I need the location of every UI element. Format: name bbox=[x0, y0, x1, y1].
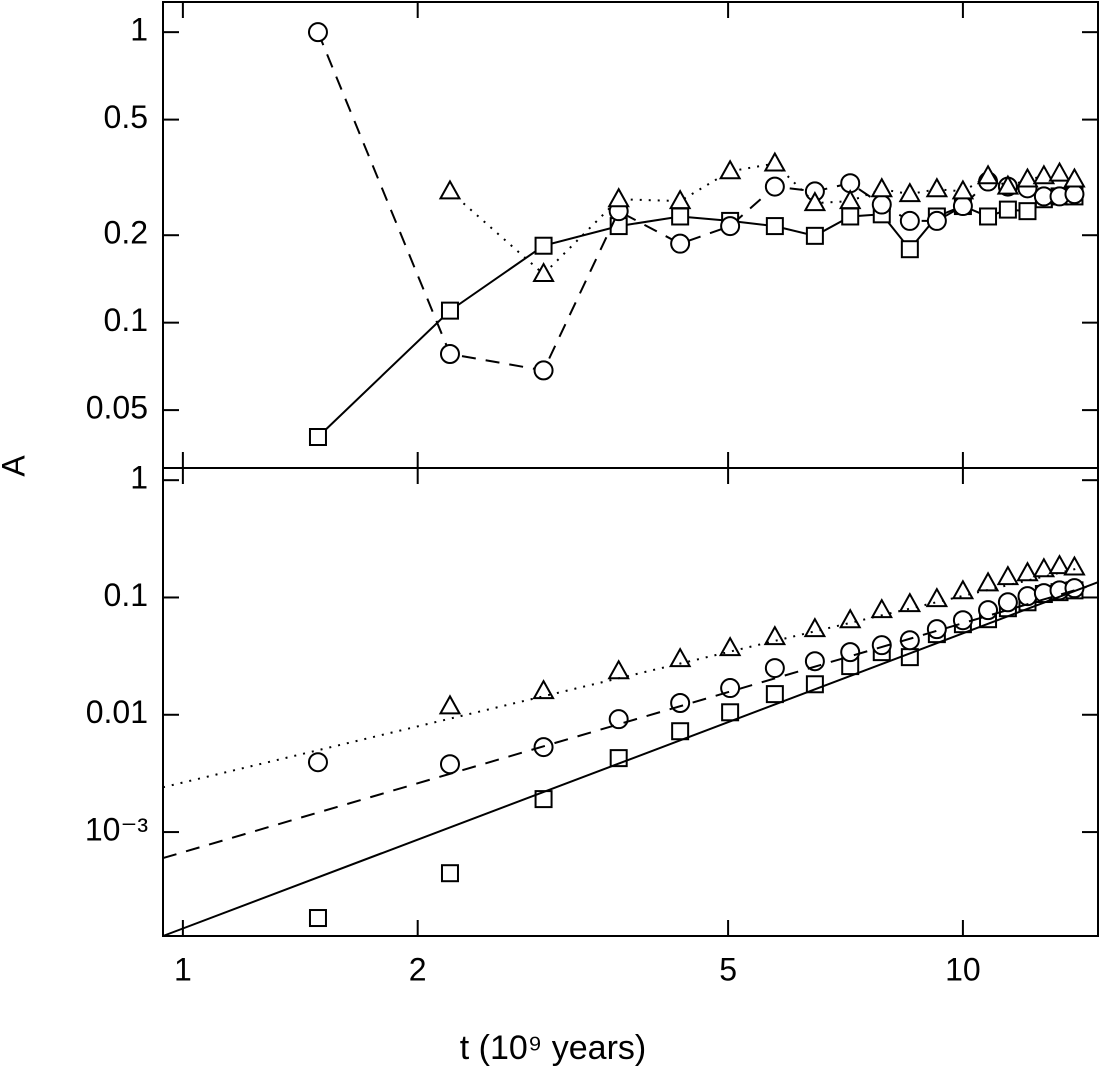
circle-marker bbox=[871, 194, 892, 215]
triangle-marker bbox=[1016, 561, 1039, 582]
square-marker bbox=[440, 864, 459, 883]
y-tick-label: 0.05 bbox=[86, 390, 148, 426]
plot-frame bbox=[162, 467, 1099, 937]
x-tick-label: 1 bbox=[174, 951, 192, 987]
square-marker bbox=[979, 207, 998, 226]
triangle-marker bbox=[1016, 167, 1039, 188]
triangle-marker bbox=[438, 694, 462, 715]
square-marker bbox=[671, 207, 690, 226]
triangle-marker bbox=[1063, 167, 1086, 188]
triangle-marker bbox=[668, 189, 692, 210]
triangle-marker bbox=[803, 617, 827, 638]
square-marker bbox=[440, 301, 459, 320]
triangle-marker bbox=[996, 174, 1020, 195]
triangle-marker bbox=[898, 182, 922, 203]
y-axis-label: A bbox=[0, 455, 31, 477]
triangle-marker bbox=[951, 579, 975, 600]
circle-marker bbox=[1017, 586, 1038, 607]
square-marker bbox=[308, 909, 327, 928]
x-tick-label: 5 bbox=[719, 951, 737, 987]
y-tick-label: 0.2 bbox=[104, 215, 148, 251]
triangle-marker bbox=[976, 571, 1000, 592]
triangle-marker bbox=[951, 179, 975, 200]
circle-marker bbox=[840, 642, 861, 663]
y-tick-label: 0.5 bbox=[104, 99, 148, 135]
circle-marker bbox=[997, 592, 1018, 613]
triangle-marker bbox=[532, 679, 555, 700]
circle-marker bbox=[952, 610, 973, 631]
x-tick-label: 10 bbox=[945, 951, 981, 987]
x-axis-label: t (10⁹ years) bbox=[460, 1029, 647, 1067]
triangle-marker bbox=[925, 587, 949, 608]
circle-marker bbox=[439, 754, 460, 775]
circle-marker bbox=[952, 196, 973, 217]
circle-marker bbox=[899, 630, 920, 651]
triangle-marker bbox=[1032, 164, 1056, 185]
circle-marker bbox=[871, 635, 892, 656]
circle-marker bbox=[533, 360, 554, 381]
square-marker bbox=[308, 428, 327, 447]
plot-frame bbox=[162, 1, 1099, 469]
triangle-marker bbox=[532, 262, 555, 283]
triangle-marker bbox=[1063, 555, 1086, 576]
triangle-marker bbox=[607, 187, 630, 208]
triangle-marker bbox=[718, 636, 742, 657]
circle-marker bbox=[307, 22, 328, 43]
square-marker bbox=[671, 722, 690, 741]
y-tick-label: 1 bbox=[130, 12, 148, 48]
circle-marker bbox=[439, 344, 460, 365]
x-tick-label: 2 bbox=[409, 951, 427, 987]
y-tick-label: 1 bbox=[130, 460, 148, 496]
circle-marker bbox=[670, 233, 691, 254]
triangle-marker bbox=[925, 177, 949, 198]
circle-marker bbox=[1064, 184, 1085, 205]
triangle-marker bbox=[718, 159, 742, 180]
circle-marker bbox=[720, 216, 741, 237]
circle-marker bbox=[926, 619, 947, 640]
triangle-marker bbox=[839, 608, 862, 629]
square-marker bbox=[721, 703, 740, 722]
square-marker bbox=[765, 217, 784, 236]
triangle-marker bbox=[976, 164, 1000, 185]
circle-marker bbox=[608, 709, 629, 730]
y-tick-label: 0.1 bbox=[104, 577, 148, 613]
triangle-marker bbox=[803, 191, 827, 212]
triangle-marker bbox=[1048, 161, 1071, 182]
circle-marker bbox=[978, 600, 999, 621]
circle-marker bbox=[307, 752, 328, 773]
circle-marker bbox=[764, 176, 785, 197]
triangle-marker bbox=[607, 659, 630, 680]
triangle-marker bbox=[763, 625, 787, 646]
triangle-marker bbox=[898, 592, 922, 613]
square-marker bbox=[534, 236, 553, 255]
square-marker bbox=[998, 200, 1017, 219]
square-marker bbox=[765, 685, 784, 704]
circle-marker bbox=[899, 210, 920, 231]
y-tick-label: 10⁻³ bbox=[85, 812, 148, 848]
triangle-marker bbox=[839, 189, 862, 210]
circle-marker bbox=[926, 210, 947, 231]
square-marker bbox=[1018, 202, 1037, 221]
circle-marker bbox=[764, 658, 785, 679]
square-marker bbox=[805, 226, 824, 245]
series-line bbox=[162, 581, 1099, 937]
triangle-marker bbox=[763, 151, 787, 172]
circle-marker bbox=[670, 692, 691, 713]
triangle-marker bbox=[668, 647, 692, 668]
triangle-marker bbox=[870, 598, 893, 619]
series-line bbox=[162, 585, 1087, 860]
triangle-marker bbox=[1048, 554, 1071, 575]
triangle-marker bbox=[996, 565, 1020, 586]
triangle-marker bbox=[438, 179, 462, 200]
triangle-marker bbox=[870, 177, 893, 198]
y-tick-label: 0.1 bbox=[104, 302, 148, 338]
triangle-marker bbox=[1032, 557, 1056, 578]
square-marker bbox=[841, 207, 860, 226]
series-line bbox=[317, 195, 1075, 438]
y-tick-label: 0.01 bbox=[86, 694, 148, 730]
square-marker bbox=[900, 240, 919, 259]
